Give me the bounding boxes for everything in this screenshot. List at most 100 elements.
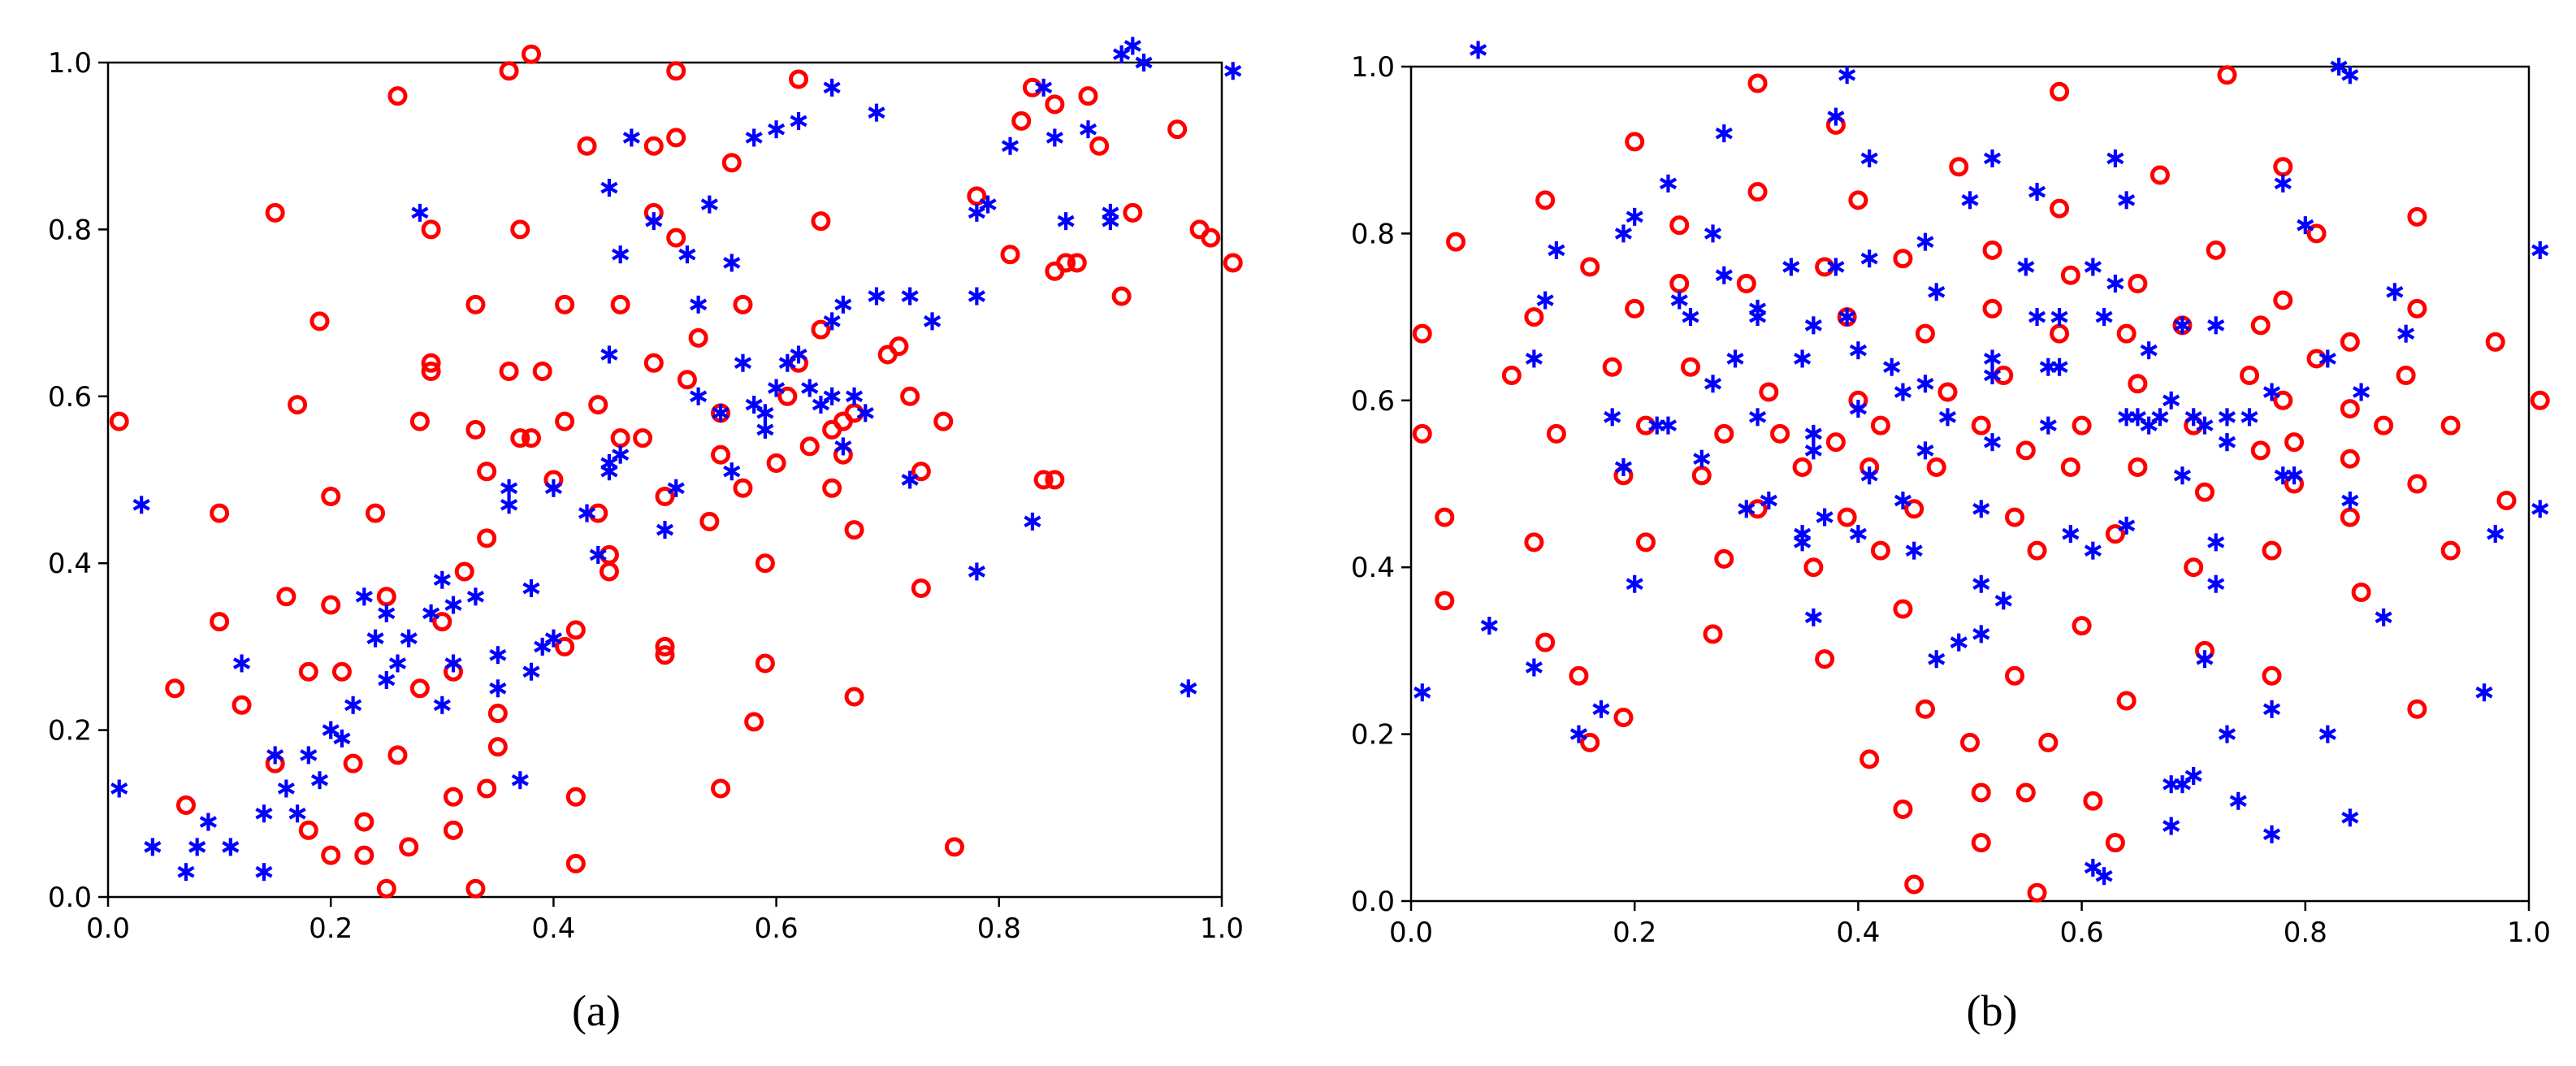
panel-a-circle-point <box>799 436 820 457</box>
panel-a-star-point <box>222 838 240 856</box>
panel-b-star-point <box>1950 633 1968 652</box>
panel-a-circle-point <box>376 878 396 899</box>
panel-a-star-point <box>1046 128 1063 147</box>
panel-a-star-point <box>712 404 730 422</box>
panel-a-circle-point <box>755 653 775 674</box>
panel-a-circle-point <box>666 228 686 248</box>
panel-b-circle-point <box>2027 882 2047 903</box>
panel-a-circle-point <box>1022 77 1042 98</box>
panel-b-star-point <box>1659 174 1678 193</box>
panel-a-circle-point <box>409 678 430 699</box>
panel-a-star-point <box>612 245 630 264</box>
panel-b-circle-point <box>2396 365 2416 385</box>
panel-a-star-point <box>801 379 819 397</box>
panel-b-star-point <box>1860 466 1878 485</box>
panel-a-star-point <box>144 838 162 856</box>
panel-a-star-point <box>522 662 540 681</box>
panel-a-star-point <box>589 545 607 564</box>
panel-b-star-point <box>2285 466 2303 485</box>
panel-a-label: (a) <box>572 986 621 1035</box>
panel-a: 0.0 0.2 0.4 0.6 0.8 1.0 0.0 0.2 0.4 0.6 0.8 1.0 (a… <box>48 37 1244 1035</box>
panel-a-star-point <box>288 804 306 823</box>
panel-b-star-point <box>2218 433 2236 452</box>
panel-a-star-point <box>690 387 708 405</box>
panel-a-circle-point <box>1067 253 1087 273</box>
panel-a-circle-point <box>343 753 363 774</box>
panel-a-circle-point <box>565 853 586 873</box>
panel-a-star-point <box>723 462 741 481</box>
panel-a-circle-point <box>610 294 630 314</box>
panel-b-star-point <box>1569 725 1587 743</box>
panel-b-circle-point <box>2340 332 2360 352</box>
panel-b-circle-point <box>2015 782 2036 803</box>
panel-a-x-tick-label: 0.4 <box>531 912 575 945</box>
panel-b-star-point <box>1614 224 1633 243</box>
panel-a-star-point <box>979 195 997 214</box>
panel-a-star-point <box>823 387 841 405</box>
panel-a-star-point <box>466 587 485 606</box>
panel-b-circle-point <box>1803 557 1824 578</box>
panel-b-circle-point <box>1937 382 1958 402</box>
panel-a-circle-point <box>655 487 675 507</box>
panel-b-circle-point <box>1569 665 1589 686</box>
panel-a-circle-point <box>577 136 597 156</box>
panel-b-circle-point <box>1971 833 1991 853</box>
panel-b-star-point <box>1715 266 1733 284</box>
panel-b-circle-point <box>1625 298 1645 318</box>
panel-b-star-point <box>2106 149 2124 167</box>
panel-b-circle-point <box>2038 732 2059 752</box>
panel-a-star-point <box>678 245 696 264</box>
panel-a-markers <box>109 37 1243 899</box>
panel-a-circle-point <box>1111 286 1132 306</box>
panel-a-circle-point <box>510 219 530 240</box>
panel-a-circle-point <box>643 136 664 156</box>
panel-a-star-point <box>132 496 150 514</box>
panel-b-axes-frame <box>1409 65 2531 903</box>
panel-a-circle-point <box>711 444 731 465</box>
panel-b-star-point <box>1414 683 1431 702</box>
panel-b-circle-point <box>2060 457 2080 477</box>
panel-a-star-point <box>444 596 462 614</box>
panel-b-star-point <box>2163 817 2180 835</box>
panel-a-circle-point <box>477 778 497 799</box>
panel-a-star-point <box>600 179 618 197</box>
panel-b-star-point <box>1794 525 1812 544</box>
panel-a-circle-point <box>677 370 697 390</box>
panel-b-circle-point <box>2340 448 2360 469</box>
panel-b-circle-point <box>1524 532 1544 552</box>
panel-b-star-point <box>1525 658 1543 677</box>
panel-b-star-point <box>1972 500 1990 518</box>
panel-b-circle-point <box>1893 599 1913 619</box>
panel-b-circle-point <box>1669 274 1690 294</box>
panel-a-star-point <box>400 629 418 648</box>
panel-b-star-point <box>2262 825 2281 843</box>
panel-b-circle-point <box>1971 415 1991 436</box>
panel-a-circle-point <box>477 528 497 548</box>
panel-b-star-point <box>2106 275 2124 293</box>
panel-b-star-point <box>1782 258 1800 276</box>
panel-a-circle-point <box>1011 110 1032 131</box>
panel-b-star-point <box>1626 207 1643 226</box>
panel-a-circle-point <box>1167 119 1188 140</box>
panel-b-star-point <box>2397 324 2415 343</box>
panel-a-circle-point <box>487 737 508 757</box>
panel-a-star-point <box>834 437 852 456</box>
panel-b-circle-point <box>1747 182 1768 202</box>
panel-b-circle-point <box>1714 423 1734 444</box>
panel-a-circle-point <box>387 745 408 765</box>
panel-a-circle-point <box>555 636 575 656</box>
panel-a-circle-point <box>465 878 486 899</box>
panel-a-star-point <box>544 479 562 497</box>
panel-a-star-point <box>1180 679 1197 698</box>
panel-b-star-point <box>1928 283 1946 301</box>
panel-a-circle-point <box>321 845 341 865</box>
panel-a-circle-point <box>310 311 330 332</box>
panel-b-star-point <box>1670 291 1688 310</box>
panel-b-circle-point <box>1870 415 1890 436</box>
panel-b-star-point <box>1928 650 1946 669</box>
panel-a-circle-point <box>711 778 731 799</box>
panel-b-circle-point <box>2105 524 2125 544</box>
panel-a-circle-point <box>755 553 775 574</box>
panel-b-circle-point <box>2250 440 2271 461</box>
